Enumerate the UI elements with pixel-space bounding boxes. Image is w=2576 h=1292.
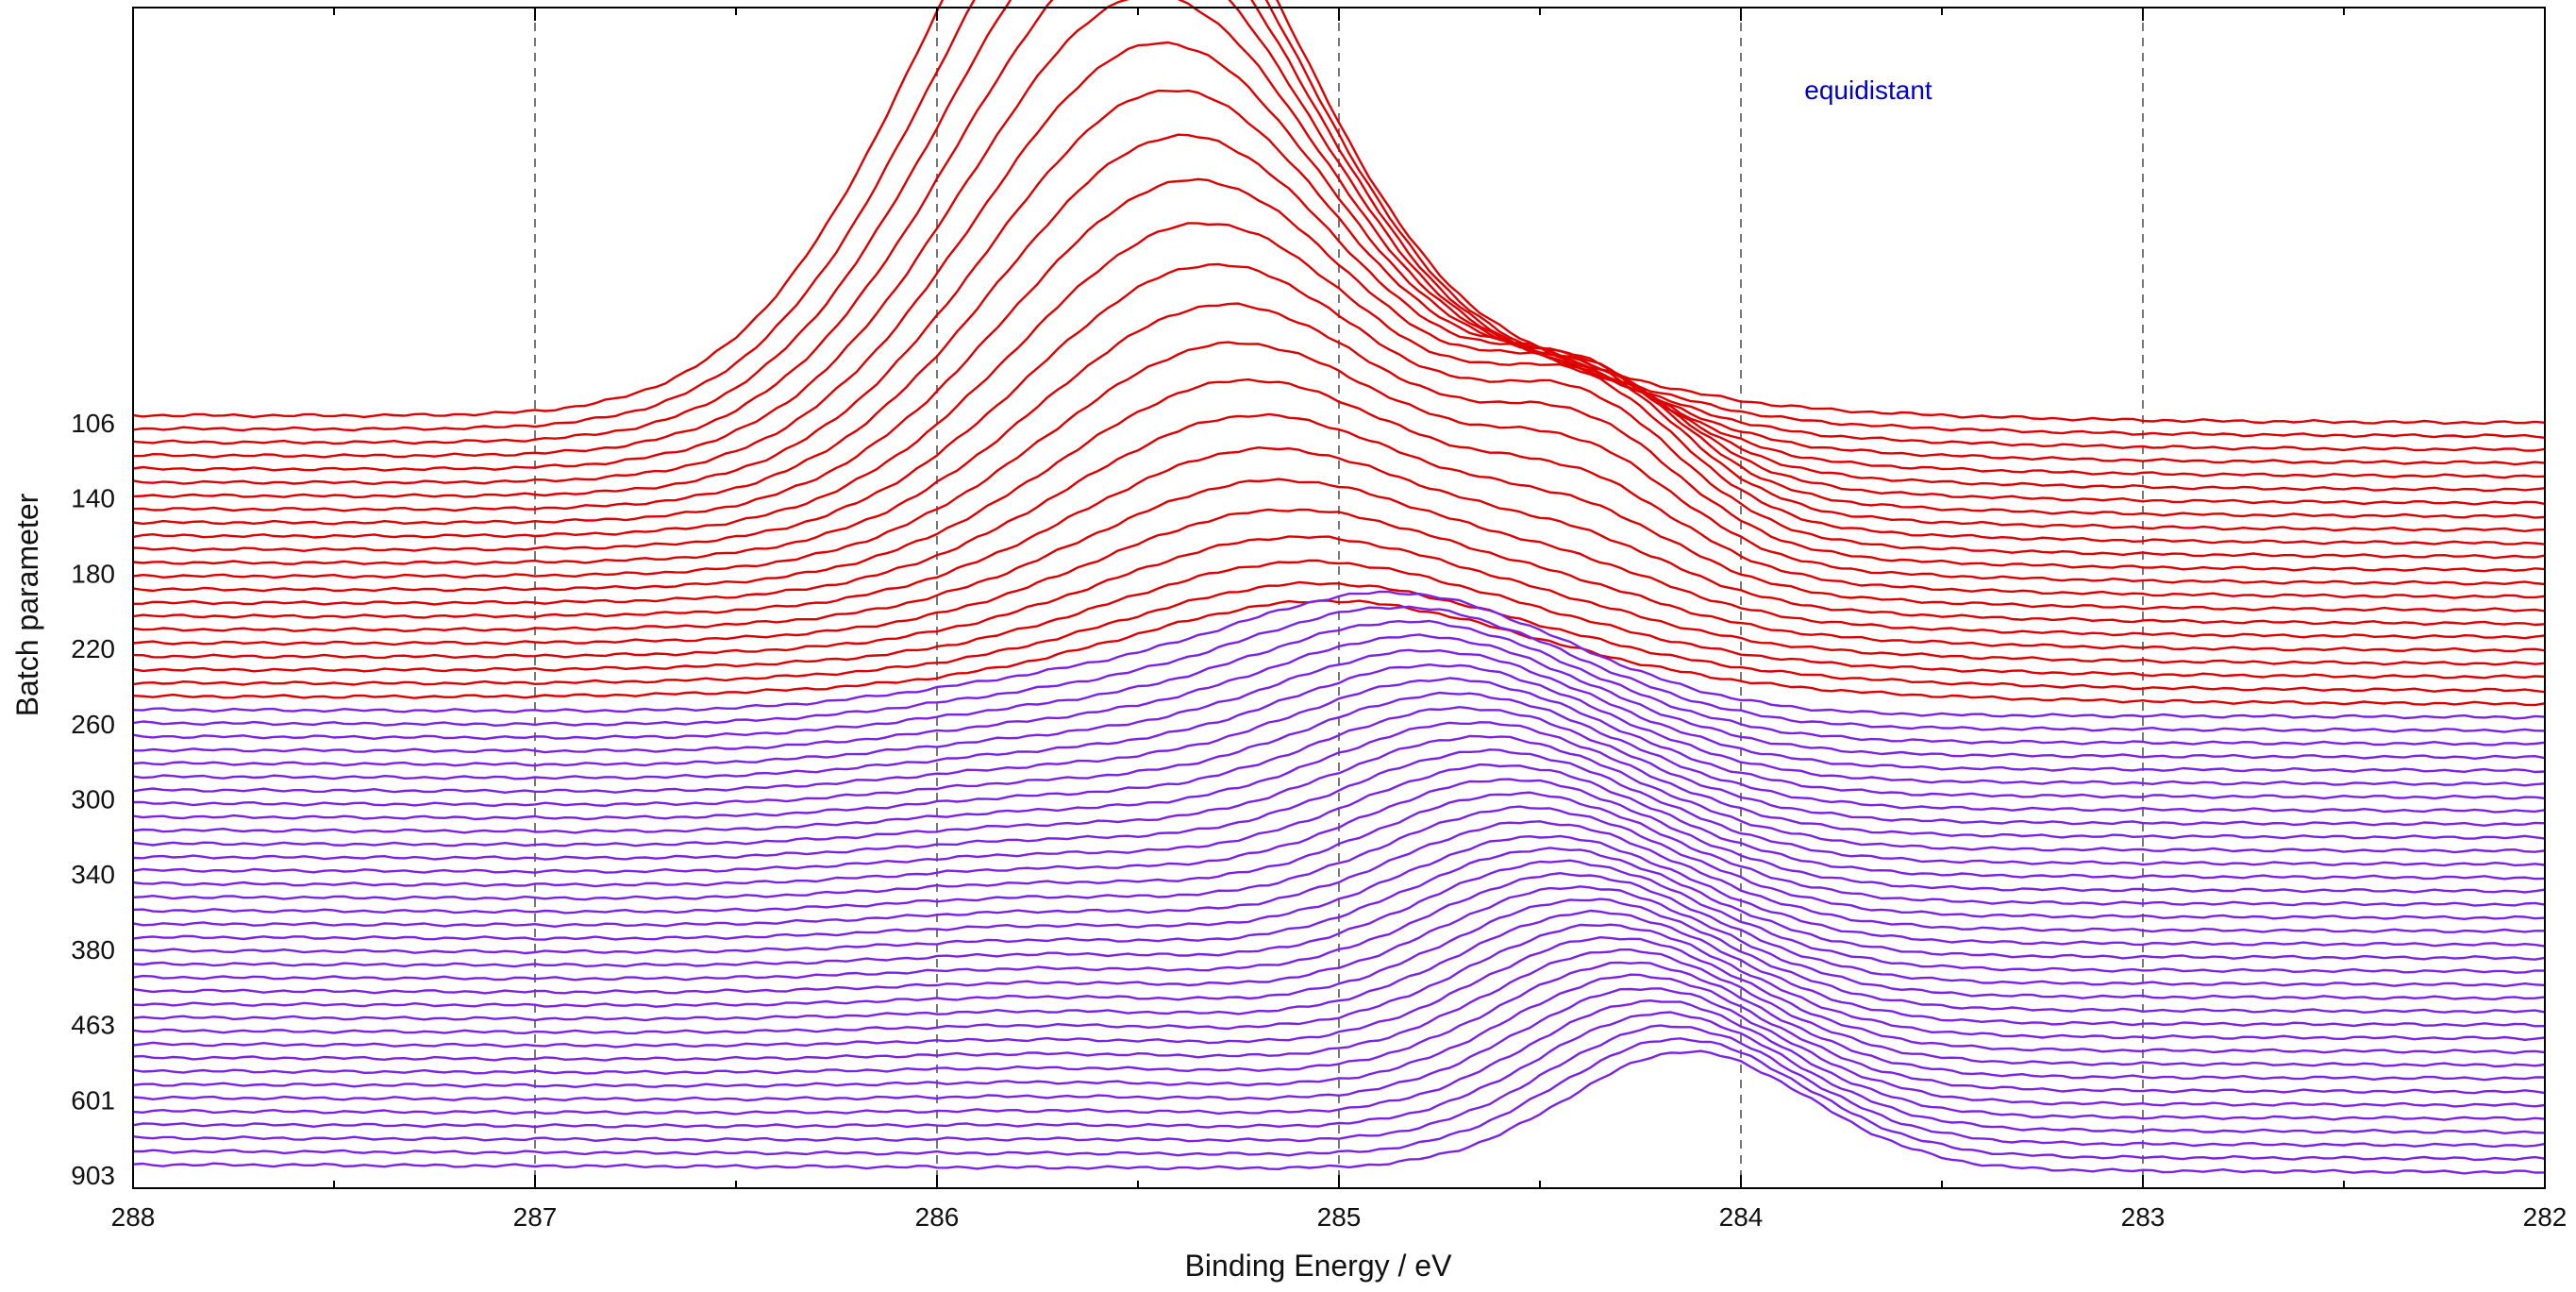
y-tick-label: 463 [71,1011,115,1040]
x-tick-label: 283 [2121,1202,2166,1232]
spectrum-trace [132,820,2545,933]
x-tick-label: 288 [111,1202,156,1232]
spectrum-trace [132,446,2546,627]
spectrum-trace [132,961,2545,1082]
y-tick-label: 300 [71,785,115,814]
spectrum-trace [132,648,2546,774]
x-tick-label: 282 [2523,1202,2568,1232]
spectrum-trace [132,508,2546,653]
spectrum-trace [132,973,2546,1095]
y-tick-label: 601 [71,1085,115,1115]
spectrum-trace [133,633,2546,760]
spectrum-trace [133,1037,2546,1162]
spectrum-trace [132,341,2546,586]
spectrum-trace [132,133,2546,519]
spectrum-trace [132,909,2546,1028]
spectrum-trace [132,0,2546,426]
ticks-layer [132,8,2546,1188]
spectrum-trace [132,222,2546,545]
spectrum-trace [132,559,2546,680]
spectrum-trace [132,590,2546,720]
spectrum-trace [132,748,2546,867]
x-tick-label: 285 [1317,1202,1362,1232]
traces-layer [132,0,2546,1175]
spectrum-trace [132,859,2546,974]
x-tick-label: 286 [915,1202,960,1232]
spectrum-trace [132,898,2546,1015]
spectrum-trace [132,412,2546,612]
y-tick-label: 106 [71,409,115,438]
spectrum-trace [132,177,2546,532]
spectrum-trace [132,0,2546,439]
spectrum-trace [132,763,2546,881]
spectrum-trace [132,580,2546,694]
spectrum-trace [132,478,2546,640]
spectrum-trace [132,1049,2546,1175]
y-tick-label: 260 [71,710,115,739]
y-tick-label: 903 [71,1161,115,1190]
spectrum-trace [132,619,2546,747]
spectrum-trace [132,302,2546,573]
spectrum-trace [132,599,2546,707]
spectrum-trace [132,948,2546,1068]
spectrum-trace [132,791,2546,907]
spectrum-trace [132,987,2546,1108]
annotation-equidistant: equidistant [1804,76,1932,105]
y-tick-label: 140 [71,484,115,513]
spectrum-trace [132,378,2546,599]
spectrum-trace [132,262,2546,560]
spectrum-trace [132,834,2546,948]
spectrum-trace [132,706,2546,827]
x-tick-label: 284 [1719,1202,1764,1232]
spectrum-trace [132,1011,2546,1134]
spectrum-trace [132,0,2546,479]
spectrum-trace [132,663,2546,787]
x-tick-label: 287 [513,1202,558,1232]
spectrum-trace [132,936,2546,1055]
y-tick-label: 340 [71,860,115,889]
spectrum-trace [132,605,2546,733]
spectrum-trace [132,778,2546,894]
spectrum-trace [133,847,2546,961]
spectrum-trace [132,923,2546,1041]
spectrum-trace [132,677,2546,800]
spectrum-trace [132,885,2546,1000]
spectrum-trace [132,0,2546,466]
y-tick-label: 220 [71,634,115,663]
spectrum-trace [132,0,2546,452]
y-axis-title: Batch parameter [10,493,44,716]
x-axis-title: Binding Energy / eV [1185,1249,1453,1283]
y-tick-label: 380 [71,935,115,965]
spectrum-trace [132,691,2546,814]
labels-layer: 288 287 286 285 284 283 282 106 140 180 220 260 300 3… [71,409,2567,1232]
spectrum-trace [132,89,2546,506]
spectrum-trace [132,1024,2546,1149]
spectrum-trace [132,41,2546,493]
spectrum-trace [132,535,2546,666]
spectrum-trace [132,872,2546,988]
spectrum-trace [132,734,2546,854]
y-tick-label: 180 [71,559,115,588]
spectrum-trace [132,721,2546,840]
spectrum-trace [132,999,2546,1121]
spectrum-trace [132,805,2546,920]
